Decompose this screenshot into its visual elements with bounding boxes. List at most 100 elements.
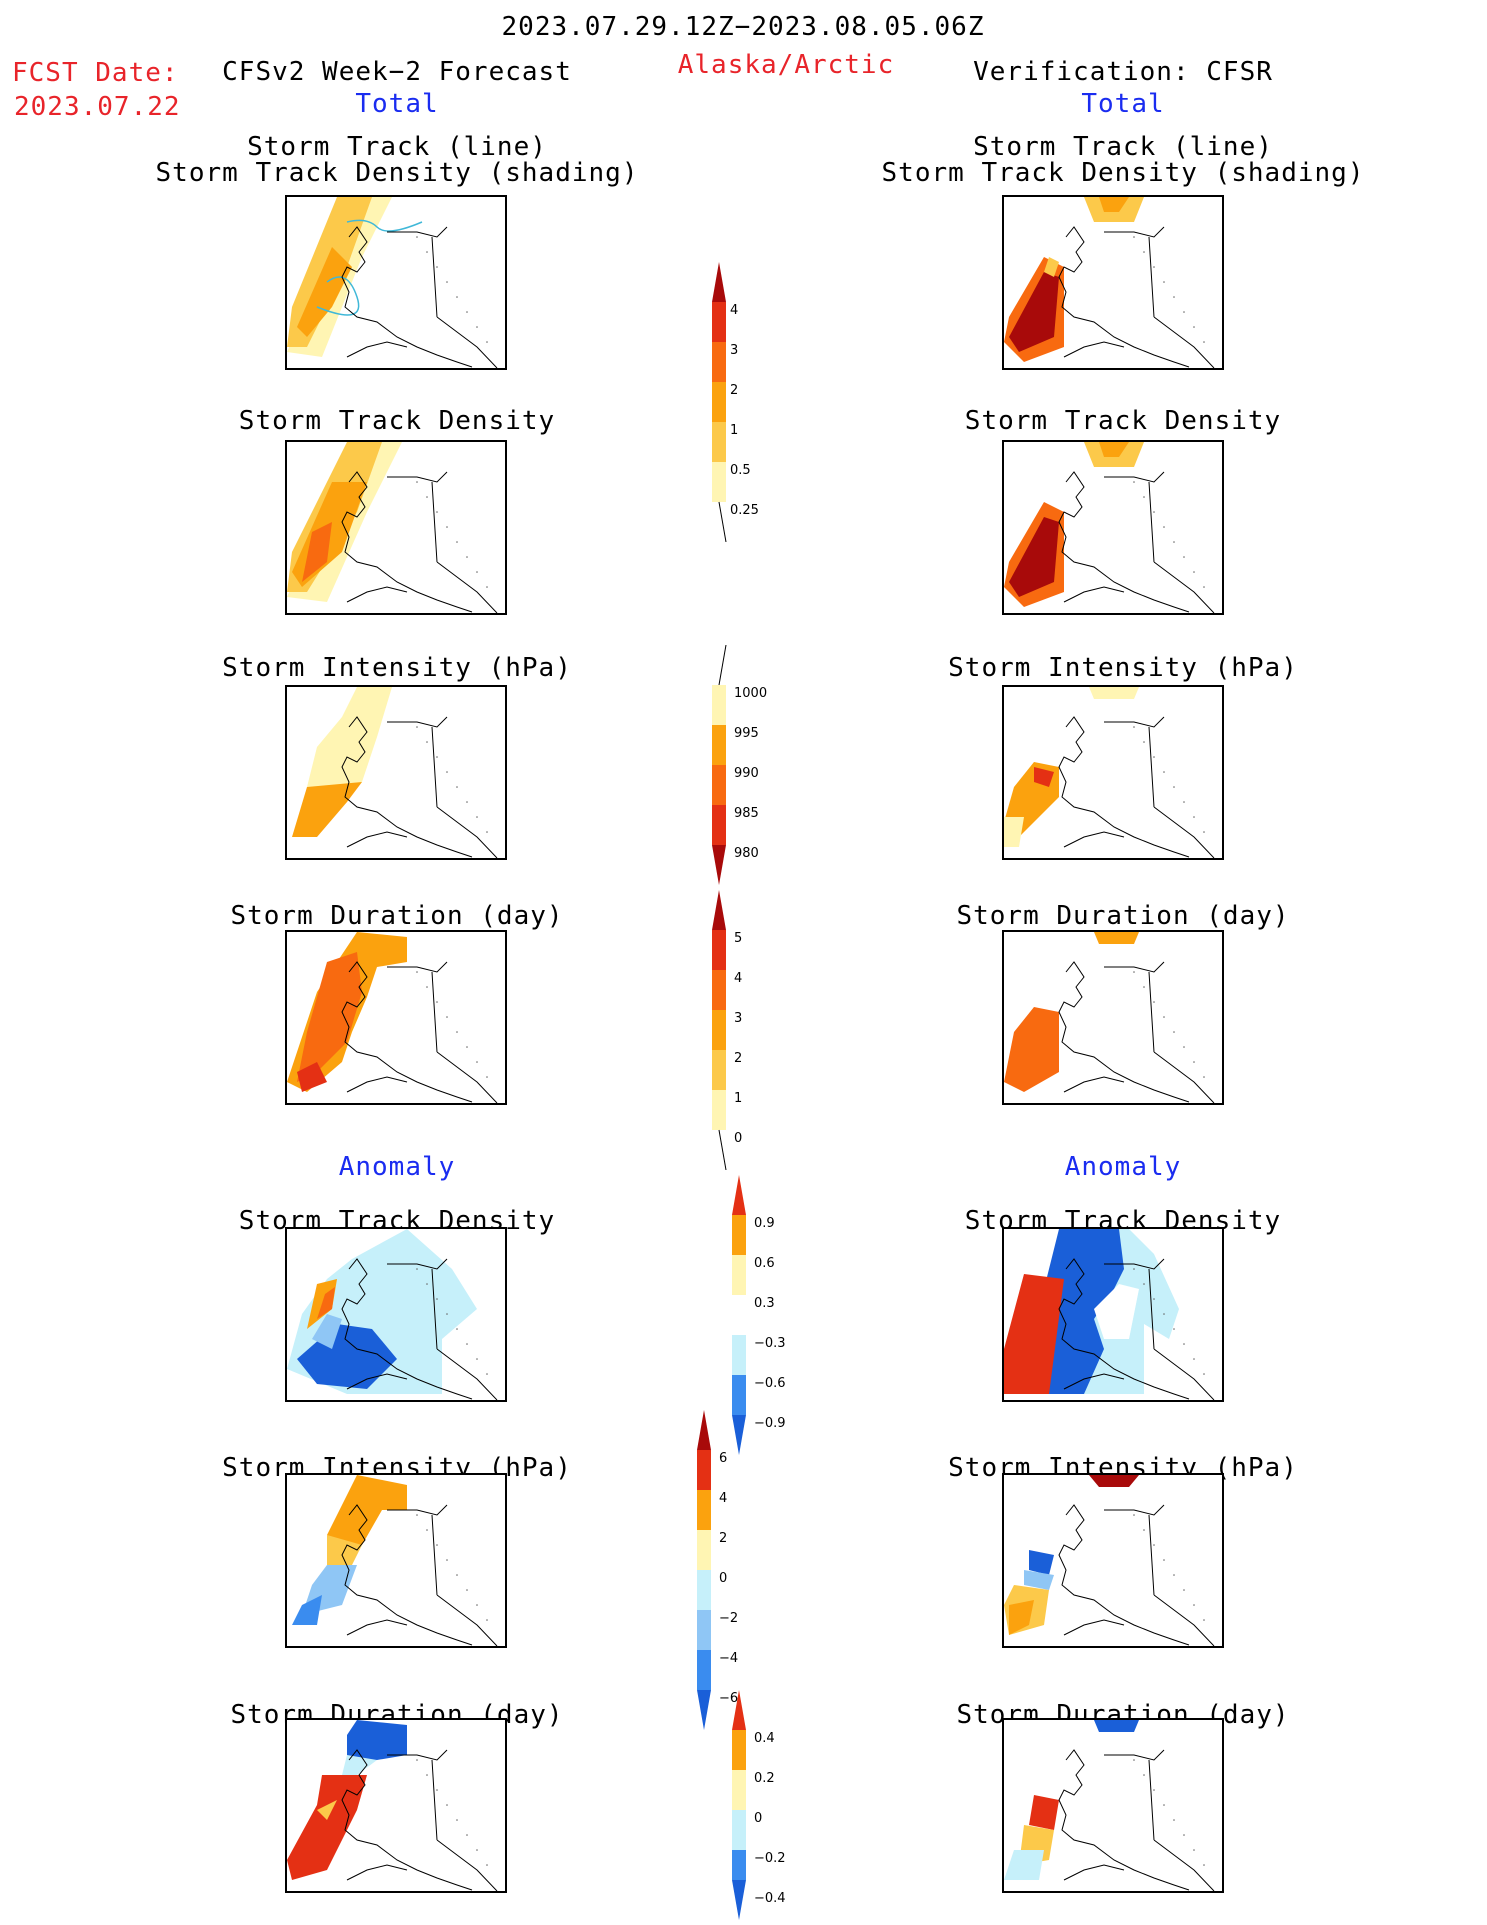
- density-tick-2: 2: [730, 383, 739, 398]
- anom-intensity-tick-4: 4: [719, 1491, 728, 1506]
- fcst-date-label: FCST Date:: [12, 58, 179, 88]
- right-intensity-title: Storm Intensity (hPa): [948, 653, 1298, 683]
- graticule-dot: [1203, 831, 1205, 833]
- graticule-dot: [1203, 1373, 1205, 1375]
- graticule-dot: [1163, 771, 1165, 773]
- graticule-dot: [486, 341, 488, 343]
- graticule-dot: [466, 1589, 468, 1591]
- graticule-dot: [486, 1619, 488, 1621]
- density-tick-1: 1: [730, 423, 739, 438]
- density-tick-0.5: 0.5: [730, 463, 751, 478]
- graticule-dot: [1153, 1789, 1155, 1791]
- graticule-dot: [1163, 1313, 1165, 1315]
- graticule-dot: [1183, 1834, 1185, 1836]
- left-total-label: Total: [355, 89, 439, 119]
- verification-title: Verification: CFSR: [973, 57, 1273, 87]
- graticule-dot: [1193, 1061, 1195, 1063]
- graticule-dot: [1153, 511, 1155, 513]
- graticule-dot: [446, 281, 448, 283]
- graticule-dot: [1143, 741, 1145, 743]
- graticule-dot: [476, 1358, 478, 1360]
- graticule-dot: [446, 1804, 448, 1806]
- anom-density-tick-neg0.3: −0.3: [754, 1336, 786, 1351]
- graticule-dot: [466, 311, 468, 313]
- graticule-dot: [1183, 1046, 1185, 1048]
- graticule-dot: [486, 831, 488, 833]
- anom-intensity-tick-2: 2: [719, 1531, 728, 1546]
- graticule-dot: [456, 1574, 458, 1576]
- graticule-dot: [1193, 571, 1195, 573]
- graticule-dot: [436, 266, 438, 268]
- forecast-title: CFSv2 Week−2 Forecast: [222, 57, 572, 87]
- coastline: [1058, 1504, 1215, 1646]
- graticule-dot: [1163, 281, 1165, 283]
- graticule-dot: [1153, 756, 1155, 758]
- date-range-title: 2023.07.29.12Z−2023.08.05.06Z: [501, 12, 985, 42]
- anom-duration-tick-neg0.2: −0.2: [754, 1851, 786, 1866]
- graticule-dot: [476, 1849, 478, 1851]
- graticule-dot: [426, 986, 428, 988]
- coastline: [341, 471, 498, 613]
- graticule-dot: [426, 1283, 428, 1285]
- coastline: [341, 1504, 498, 1646]
- graticule-dot: [456, 1819, 458, 1821]
- graticule-dot: [456, 1031, 458, 1033]
- graticule-dot: [426, 1529, 428, 1531]
- graticule-dot: [1133, 1268, 1135, 1270]
- graticule-dot: [1173, 541, 1175, 543]
- graticule-dot: [1133, 1514, 1135, 1516]
- graticule-dot: [466, 556, 468, 558]
- graticule-dot: [1133, 1759, 1135, 1761]
- graticule-dot: [1163, 1804, 1165, 1806]
- coastline: [1058, 716, 1215, 858]
- graticule-dot: [1203, 341, 1205, 343]
- left-density-title: Storm Track Density: [238, 406, 556, 436]
- graticule-dot: [416, 1514, 418, 1516]
- duration-tick-3: 3: [734, 1011, 743, 1026]
- left-duration-map: [285, 930, 507, 1105]
- duration-total-colorbar: 5 4 3 2 1 0: [712, 890, 782, 1171]
- graticule-dot: [436, 1298, 438, 1300]
- anom-density-tick-0.6: 0.6: [754, 1256, 775, 1271]
- left-intensity-title: Storm Intensity (hPa): [222, 653, 572, 683]
- anom-density-tick-neg0.9: −0.9: [754, 1416, 786, 1431]
- anom-density-tick-neg0.6: −0.6: [754, 1376, 786, 1391]
- coastline: [341, 226, 498, 368]
- graticule-dot: [1173, 1031, 1175, 1033]
- graticule-dot: [476, 1061, 478, 1063]
- coastline: [341, 1258, 498, 1400]
- anom-duration-tick-0: 0: [754, 1811, 763, 1826]
- graticule-dot: [456, 541, 458, 543]
- graticule-dot: [1183, 311, 1185, 313]
- right-duration-title: Storm Duration (day): [956, 901, 1290, 931]
- left-track-map: [285, 195, 507, 370]
- graticule-dot: [1163, 1016, 1165, 1018]
- graticule-dot: [486, 1864, 488, 1866]
- graticule-dot: [446, 1016, 448, 1018]
- graticule-dot: [1143, 1283, 1145, 1285]
- left-track-shading-title: Storm Track Density (shading): [155, 158, 639, 188]
- region-title: Alaska/Arctic: [677, 50, 895, 80]
- coastline: [1058, 1258, 1215, 1400]
- right-anom-density-map: [1002, 1227, 1224, 1402]
- anom-duration-tick-0.4: 0.4: [754, 1731, 775, 1746]
- graticule-dot: [1143, 1774, 1145, 1776]
- graticule-dot: [476, 1604, 478, 1606]
- graticule-dot: [436, 511, 438, 513]
- anom-intensity-tick-0: 0: [719, 1571, 728, 1586]
- right-anom-intensity-map: [1002, 1473, 1224, 1648]
- left-anom-intensity-map: [285, 1473, 507, 1648]
- graticule-dot: [1173, 1819, 1175, 1821]
- anom-density-tick-0.3: 0.3: [754, 1296, 775, 1311]
- graticule-dot: [1163, 526, 1165, 528]
- right-density-map: [1002, 440, 1224, 615]
- graticule-dot: [1183, 801, 1185, 803]
- right-duration-map: [1002, 930, 1224, 1105]
- right-track-shading-title: Storm Track Density (shading): [881, 158, 1365, 188]
- graticule-dot: [1183, 556, 1185, 558]
- graticule-dot: [466, 1834, 468, 1836]
- graticule-dot: [1173, 1574, 1175, 1576]
- graticule-dot: [1133, 971, 1135, 973]
- graticule-dot: [1203, 1619, 1205, 1621]
- left-duration-title: Storm Duration (day): [230, 901, 564, 931]
